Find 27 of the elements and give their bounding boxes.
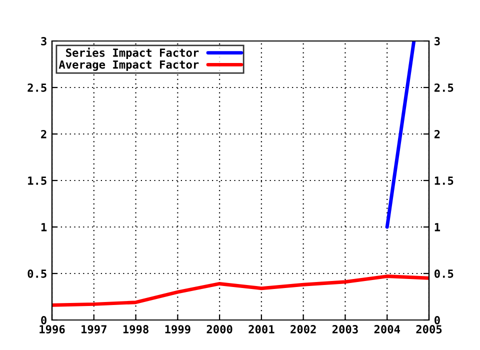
x-tick-label: 1997	[82, 325, 106, 334]
y2-tick-label: 1	[434, 223, 440, 232]
x-tick-label: 2001	[248, 325, 274, 334]
y2-tick-label: 2.5	[434, 83, 454, 92]
y-tick-label: 0	[41, 316, 46, 324]
y2-tick-label: 3	[434, 36, 440, 46]
line-series	[52, 274, 429, 307]
x-tick-label: 2000	[206, 325, 232, 334]
legend-label: Average Impact Factor	[58, 60, 199, 71]
x-tick-label: 2003	[332, 325, 358, 334]
y2-tick-label: 2	[434, 130, 440, 138]
x-tick-label: 1998	[123, 325, 148, 334]
y-tick-label: 3	[41, 36, 46, 46]
y-tick-label: 2	[41, 130, 46, 138]
y-tick-label: 1	[41, 223, 47, 232]
y2-tick-label: 1.5	[434, 176, 454, 185]
y2-tick-label: 0.5	[434, 269, 454, 278]
x-tick-label: 1999	[165, 325, 190, 334]
x-tick-label: 2005	[416, 325, 442, 334]
x-tick-label: 1996	[40, 325, 65, 334]
x-tick-label: 2004	[374, 325, 400, 334]
y-tick-label: 1.5	[28, 176, 46, 185]
legend-label: Series Impact Factor	[66, 48, 199, 60]
x-tick-label: 2002	[290, 325, 316, 334]
y-tick-label: 2.5	[28, 83, 46, 92]
y2-tick-label: 0	[434, 316, 440, 324]
y-tick-label: 0.5	[28, 269, 46, 278]
